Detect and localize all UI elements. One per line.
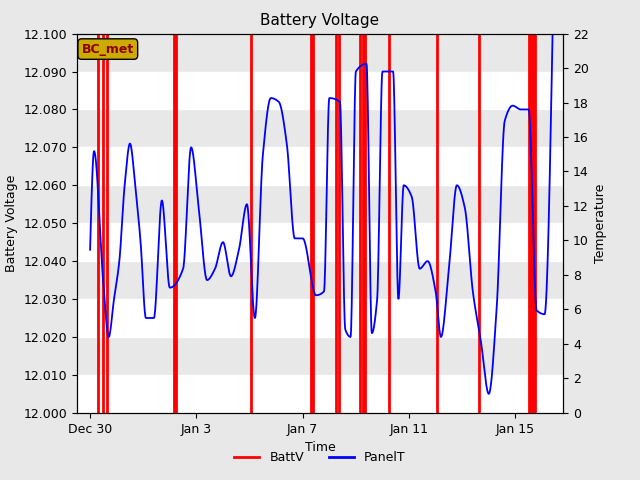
X-axis label: Time: Time	[305, 441, 335, 454]
Bar	[77, 375, 563, 413]
Bar	[77, 72, 563, 109]
Bar	[77, 147, 563, 185]
Title: Battery Voltage: Battery Voltage	[260, 13, 380, 28]
Y-axis label: Battery Voltage: Battery Voltage	[4, 175, 18, 272]
Y-axis label: Temperature: Temperature	[595, 183, 607, 263]
Text: BC_met: BC_met	[82, 43, 134, 56]
Legend: BattV, PanelT: BattV, PanelT	[229, 446, 411, 469]
Bar	[77, 223, 563, 261]
Bar	[77, 299, 563, 337]
